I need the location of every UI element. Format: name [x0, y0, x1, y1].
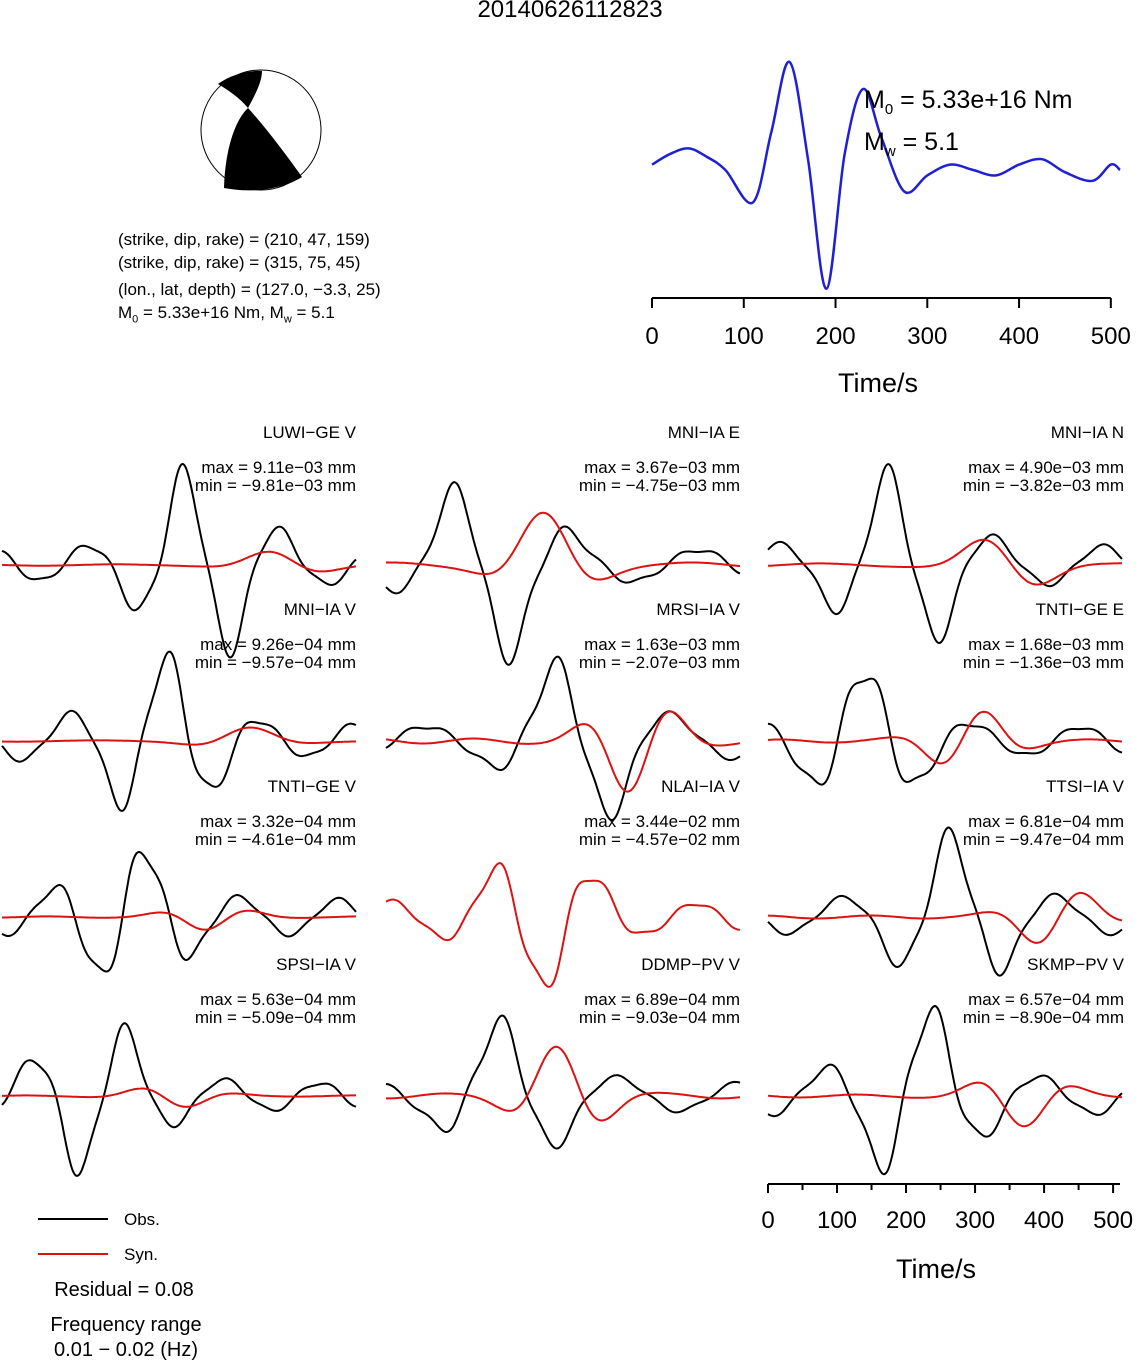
station-max: max = 5.63e−04 mm: [200, 990, 356, 1009]
station-min: min = −4.61e−04 mm: [194, 830, 356, 849]
syn-trace: [386, 1045, 741, 1122]
frequency-range-label: Frequency range: [50, 1314, 202, 1336]
syn-trace: [386, 511, 741, 581]
obs-trace: [385, 1014, 741, 1150]
legend-syn-label: Syn.: [124, 1245, 159, 1264]
location-line: (lon., lat, depth) = (127.0, −3.3, 25): [118, 280, 381, 299]
residual-text: Residual = 0.08: [54, 1279, 194, 1301]
obs-trace: [1, 463, 357, 659]
syn-trace: [1, 726, 357, 746]
station-max: max = 9.11e−03 mm: [201, 458, 356, 477]
syn-trace: [767, 538, 1122, 586]
obs-trace: [767, 826, 1123, 977]
traces-xlabel: Time/s: [896, 1254, 976, 1284]
syn-trace: [767, 891, 1123, 944]
station-name: MNI−IA E: [667, 423, 740, 442]
station-name: SKMP−PV V: [1027, 955, 1124, 974]
station-name: MNI−IA N: [1050, 423, 1124, 442]
sdr-line-2: (strike, dip, rake) = (315, 75, 45): [118, 253, 361, 272]
syn-trace: [1, 1087, 356, 1108]
station-max: max = 6.57e−04 mm: [968, 990, 1124, 1009]
station-name: TNTI−GE V: [267, 777, 356, 796]
station-max: max = 3.32e−04 mm: [200, 812, 356, 831]
syn-trace: [767, 1081, 1123, 1128]
sdr-line-1: (strike, dip, rake) = (210, 47, 159): [118, 230, 370, 249]
moment-line: M0 = 5.33e+16 Nm, Mw = 5.1: [118, 303, 335, 326]
station-max: max = 1.63e−03 mm: [584, 635, 740, 654]
station-max: max = 6.89e−04 mm: [584, 990, 740, 1009]
traces-tick-label: 400: [1024, 1207, 1064, 1234]
obs-trace: [1, 850, 357, 973]
traces-tick-label: 200: [886, 1207, 926, 1234]
station-name: NLAI−IA V: [661, 777, 740, 796]
station-max: max = 6.81e−04 mm: [968, 812, 1124, 831]
page-title: 20140626112823: [477, 0, 663, 23]
station-min: min = −3.82e−03 mm: [962, 476, 1124, 495]
syn-trace: [1, 550, 357, 573]
beachball: [200, 69, 322, 191]
station-min: min = −8.90e−04 mm: [962, 1008, 1124, 1027]
stf-tick-label: 400: [999, 323, 1039, 350]
syn-trace: [385, 710, 741, 793]
stf-tick-label: 200: [816, 323, 856, 350]
obs-trace: [1, 650, 357, 812]
station-name: DDMP−PV V: [641, 955, 740, 974]
stf-line: [651, 60, 1121, 291]
traces-tick-label: 500: [1093, 1207, 1133, 1234]
station-min: min = −9.57e−04 mm: [194, 653, 356, 672]
station-name: MNI−IA V: [283, 600, 356, 619]
beachball-compressional-quadrant-2: [218, 70, 262, 108]
stf-moment-label: M0 = 5.33e+16 Nm Mw = 5.1: [864, 86, 1073, 160]
obs-trace: [767, 463, 1123, 645]
stf-tick-label: 500: [1091, 323, 1131, 350]
beachball-compressional-quadrant-1: [224, 108, 302, 191]
obs-trace: [767, 677, 1123, 786]
station-max: max = 3.67e−03 mm: [584, 458, 740, 477]
station-min: min = −2.07e−03 mm: [578, 653, 740, 672]
station-min: min = −4.75e−03 mm: [578, 476, 740, 495]
obs-trace: [1, 1022, 357, 1177]
station-min: min = −4.57e−02 mm: [578, 830, 740, 849]
stf-tick-label: 100: [724, 323, 764, 350]
traces-tick-label: 0: [761, 1207, 774, 1234]
obs-trace: [385, 481, 741, 666]
syn-trace: [2, 909, 357, 931]
frequency-range-value: 0.01 − 0.02 (Hz): [54, 1339, 198, 1361]
obs-trace: [767, 1005, 1123, 1176]
station-min: min = −9.03e−04 mm: [578, 1008, 740, 1027]
stf-tick-label: 300: [907, 323, 947, 350]
station-name: LUWI−GE V: [262, 423, 356, 442]
station-max: max = 4.90e−03 mm: [968, 458, 1124, 477]
legend-obs-label: Obs.: [124, 1210, 160, 1229]
station-name: MRSI−IA V: [656, 600, 740, 619]
station-name: SPSI−IA V: [276, 955, 356, 974]
station-max: max = 1.68e−03 mm: [968, 635, 1124, 654]
station-min: min = −1.36e−03 mm: [962, 653, 1124, 672]
station-min: min = −9.47e−04 mm: [962, 830, 1124, 849]
station-max: max = 9.26e−04 mm: [200, 635, 356, 654]
station-name: TTSI−IA V: [1046, 777, 1124, 796]
traces-tick-label: 100: [817, 1207, 857, 1234]
station-name: TNTI−GE E: [1035, 600, 1124, 619]
syn-trace: [385, 862, 741, 988]
stf-tick-label: 0: [645, 323, 658, 350]
traces-tick-label: 300: [955, 1207, 995, 1234]
station-min: min = −9.81e−03 mm: [194, 476, 356, 495]
stf-xlabel: Time/s: [838, 368, 918, 398]
syn-trace: [767, 710, 1123, 765]
station-min: min = −5.09e−04 mm: [194, 1008, 356, 1027]
station-max: max = 3.44e−02 mm: [584, 812, 740, 831]
